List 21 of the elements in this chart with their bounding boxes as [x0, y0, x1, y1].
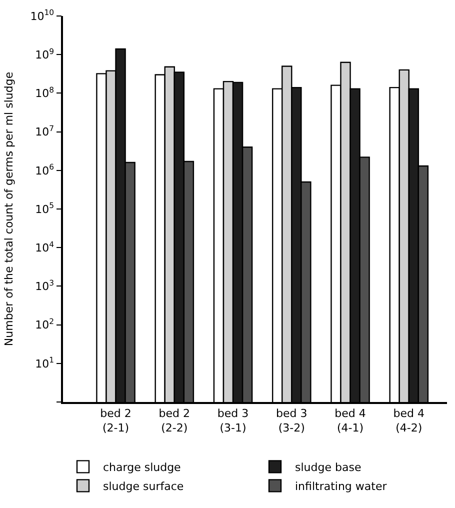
legend-label: sludge surface — [103, 480, 184, 493]
y-tick-label: 10$^{4}$ — [35, 240, 54, 254]
y-tick-label: 10$^{7}$ — [35, 124, 54, 139]
y-tick-label: 10$^{10}$ — [30, 8, 54, 23]
x-tick-label: bed 2 (2-2) — [158, 406, 190, 434]
y-tick-label: 10$^{1}$ — [35, 356, 54, 370]
legend-label: sludge base — [295, 460, 362, 474]
x-tick-label: bed 3 (3-2) — [276, 406, 308, 434]
y-tick-label: 10$^{3}$ — [35, 278, 54, 294]
y-tick-label: 10$^{6}$ — [35, 162, 54, 178]
x-tick-label: bed 3 (3-1) — [217, 406, 249, 434]
y-tick-label: 10$^{2}$ — [35, 317, 54, 332]
x-tick-label: bed 2 (2-1) — [100, 406, 132, 434]
y-tick-label: 10$^{5}$ — [35, 201, 54, 216]
y-tick-label: 10$^{9}$ — [35, 46, 54, 62]
y-axis-title: Number of the total count of germs per ml sludge — [2, 72, 16, 346]
y-tick-label: 10$^{8}$ — [35, 85, 54, 100]
x-tick-label: bed 4 (4-1) — [334, 406, 366, 434]
legend-label: charge sludge — [103, 460, 182, 474]
legend-label: infiltrating water — [295, 480, 388, 493]
x-tick-label: bed 4 (4-2) — [393, 406, 425, 434]
